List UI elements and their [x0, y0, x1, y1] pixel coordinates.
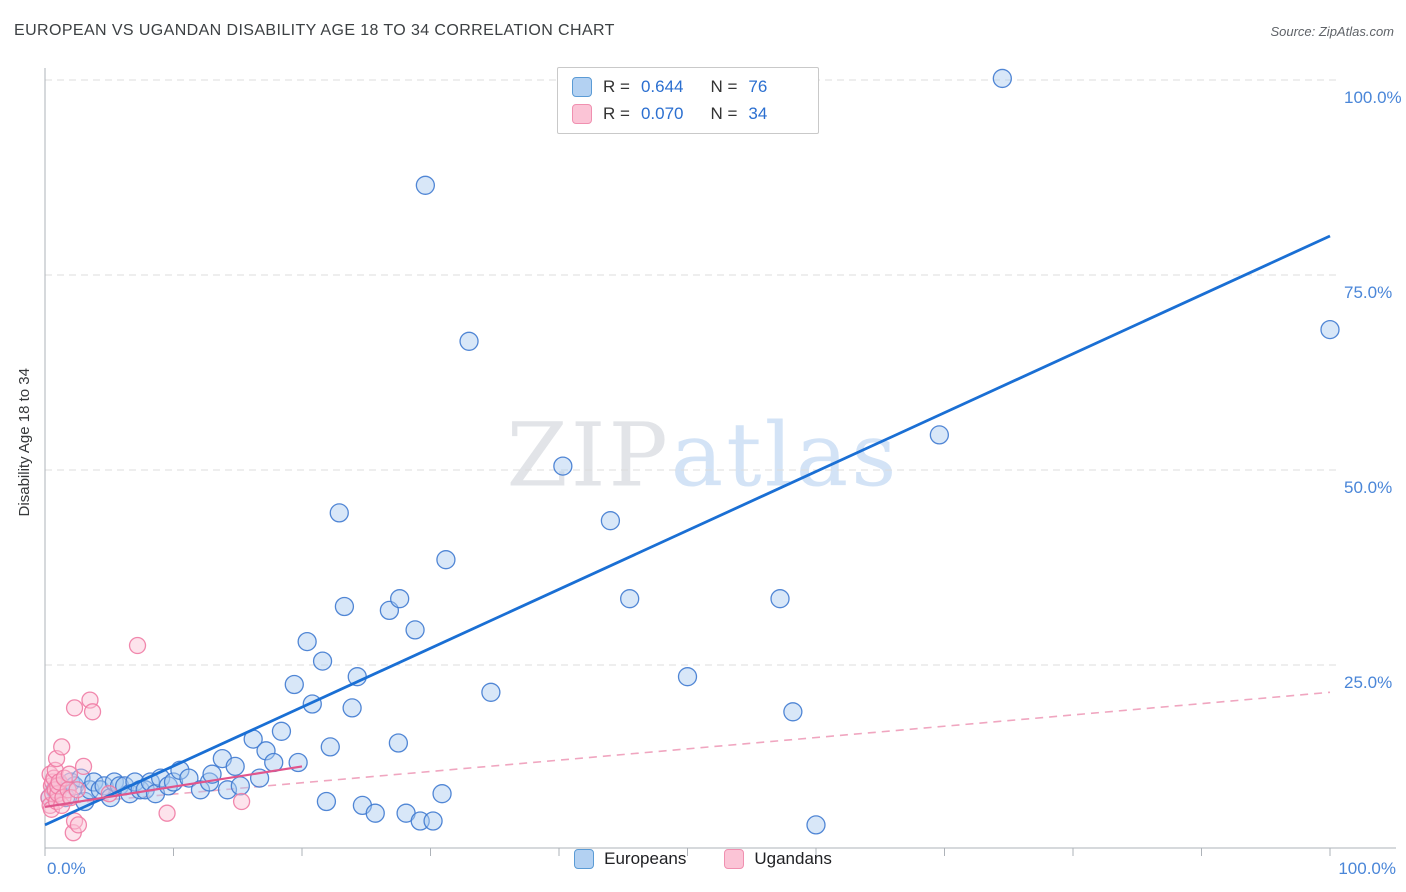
point-europeans — [297, 631, 317, 652]
r-label: R = — [603, 77, 630, 96]
y-tick-label: 25.0% — [1344, 673, 1392, 692]
point-ugandans — [53, 738, 71, 756]
y-tick-label: 100.0% — [1344, 88, 1402, 107]
point-ugandans — [74, 757, 93, 776]
point-europeans — [432, 784, 452, 804]
point-europeans — [415, 175, 436, 195]
point-ugandans — [128, 636, 147, 655]
point-europeans — [600, 511, 621, 531]
point-ugandans — [68, 781, 86, 799]
europeans-swatch-icon — [572, 77, 592, 97]
y-axis-label: Disability Age 18 to 34 — [16, 368, 33, 517]
source-label: Source: ZipAtlas.com — [1270, 24, 1394, 39]
point-ugandans — [65, 699, 84, 717]
point-europeans — [320, 737, 340, 757]
ugandans-swatch-icon — [724, 849, 745, 869]
point-europeans — [329, 503, 349, 523]
point-europeans — [459, 331, 479, 351]
legend-row-ugandans: R = 0.070 N = 34 — [572, 104, 804, 124]
point-europeans — [481, 682, 501, 702]
watermark-atlas: atlas — [670, 403, 900, 507]
point-ugandans — [69, 816, 88, 834]
point-europeans — [202, 764, 222, 784]
point-europeans — [992, 68, 1012, 89]
trend-ugandans-solid — [44, 765, 303, 809]
point-europeans — [230, 776, 250, 796]
point-europeans — [256, 741, 276, 761]
point-europeans — [553, 456, 573, 476]
n-value-ugandans: 34 — [748, 104, 768, 123]
point-europeans — [783, 702, 803, 722]
point-ugandans — [158, 804, 176, 822]
point-europeans — [225, 756, 245, 777]
point-europeans — [312, 651, 333, 671]
r-value-ugandans: 0.070 — [640, 104, 684, 123]
y-tick-label: 75.0% — [1344, 283, 1392, 302]
point-europeans — [334, 596, 355, 617]
point-europeans — [405, 620, 425, 640]
point-europeans — [316, 791, 337, 812]
point-europeans — [94, 776, 114, 796]
point-ugandans — [83, 703, 102, 721]
point-europeans — [390, 589, 410, 609]
chart-title: EUROPEAN VS UGANDAN DISABILITY AGE 18 TO… — [14, 22, 615, 39]
y-tick-label: 50.0% — [1344, 478, 1392, 497]
point-europeans — [423, 811, 443, 831]
x-tick-label-min: 0.0% — [47, 859, 86, 878]
point-europeans — [436, 550, 456, 570]
watermark-zip: ZIP — [506, 403, 671, 507]
r-label: R = — [603, 104, 630, 123]
point-europeans — [677, 667, 698, 687]
correlation-legend-box: R = 0.644 N = 76 R = 0.070 N = 34 — [557, 67, 819, 134]
r-value-europeans: 0.644 — [640, 77, 684, 96]
europeans-swatch-icon — [574, 849, 595, 869]
series-legend: Europeans Ugandans — [0, 849, 1406, 869]
point-europeans — [342, 698, 362, 718]
point-europeans — [271, 721, 292, 741]
point-europeans — [929, 425, 950, 445]
legend-item-label: Europeans — [604, 849, 687, 868]
legend-item-europeans: Europeans — [574, 849, 686, 869]
point-europeans — [84, 772, 104, 792]
trend-europeans-solid — [44, 234, 1331, 827]
legend-item-ugandans: Ugandans — [724, 849, 832, 869]
point-europeans — [620, 589, 640, 609]
x-tick-label-max: 100.0% — [1338, 859, 1396, 878]
point-europeans — [1320, 319, 1340, 340]
point-europeans — [388, 733, 409, 753]
ugandans-swatch-icon — [572, 104, 592, 124]
legend-row-europeans: R = 0.644 N = 76 — [572, 77, 804, 97]
watermark: ZIP atlas — [507, 404, 900, 507]
point-europeans — [284, 674, 304, 695]
point-europeans — [770, 589, 790, 609]
n-label: N = — [710, 104, 738, 123]
point-ugandans — [60, 765, 79, 783]
n-value-europeans: 76 — [748, 77, 768, 96]
legend-item-label: Ugandans — [754, 849, 832, 868]
point-europeans — [806, 815, 826, 835]
point-europeans — [365, 803, 385, 823]
point-ugandans — [232, 792, 251, 811]
n-label: N = — [710, 77, 738, 96]
